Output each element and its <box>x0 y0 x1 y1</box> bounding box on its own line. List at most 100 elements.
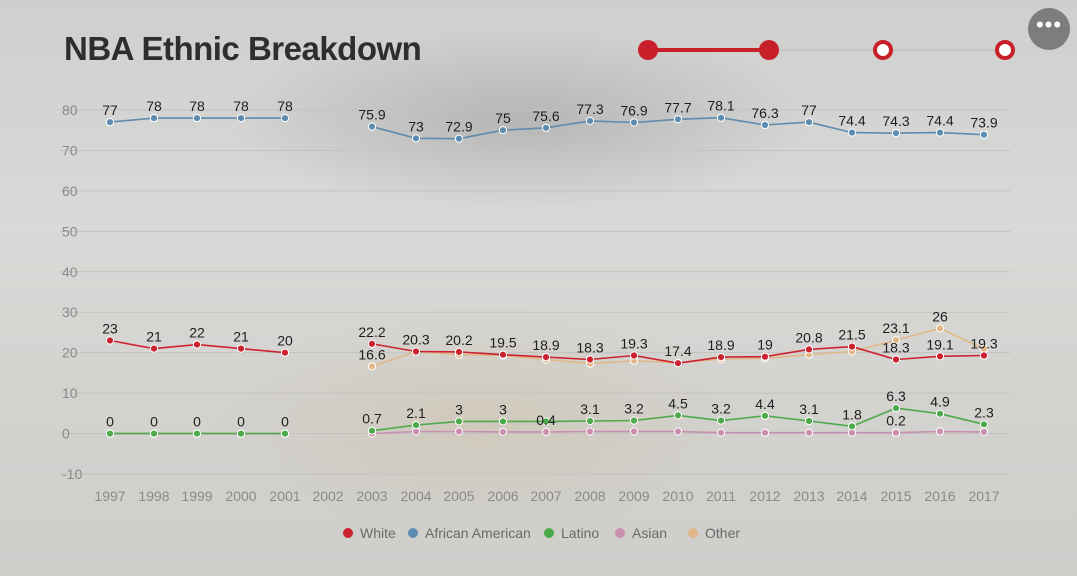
african-american-point[interactable] <box>236 114 246 123</box>
stepper-dot-4[interactable] <box>995 40 1015 60</box>
asian-point[interactable] <box>935 427 945 436</box>
more-options-button[interactable]: ••• <box>1028 8 1070 50</box>
legend-marker-latino[interactable] <box>544 528 554 538</box>
african-american-point[interactable] <box>541 123 551 132</box>
asian-point[interactable] <box>979 427 989 436</box>
latino-point[interactable] <box>585 416 595 426</box>
legend-marker-asian[interactable] <box>615 528 625 538</box>
latino-point[interactable] <box>411 421 421 430</box>
asian-point[interactable] <box>673 427 683 436</box>
asian-point[interactable] <box>454 427 464 436</box>
legend-label-african-american[interactable]: African American <box>425 525 531 541</box>
white-point[interactable] <box>935 352 945 361</box>
other-point[interactable] <box>891 336 901 345</box>
latino-point[interactable] <box>629 416 639 425</box>
white-point[interactable] <box>454 347 464 356</box>
latino-point[interactable] <box>367 426 377 435</box>
asian-point[interactable] <box>629 427 639 436</box>
white-point[interactable] <box>236 344 246 353</box>
asian-point[interactable] <box>585 427 595 436</box>
stepper-dot-2[interactable] <box>759 40 779 60</box>
latino-point[interactable] <box>673 411 683 420</box>
white-point[interactable] <box>760 352 770 361</box>
white-point[interactable] <box>411 347 421 356</box>
african-american-point[interactable] <box>192 114 202 123</box>
latino-point[interactable] <box>454 417 464 426</box>
african-american-point[interactable] <box>804 118 814 127</box>
african-american-point[interactable] <box>280 114 290 123</box>
african-american-point[interactable] <box>979 130 989 139</box>
legend-label-latino[interactable]: Latino <box>561 525 599 541</box>
african-american-point[interactable] <box>454 134 464 143</box>
other-point[interactable] <box>935 324 945 333</box>
white-data-label: 18.9 <box>532 337 559 353</box>
asian-point[interactable] <box>498 427 508 436</box>
latino-point[interactable] <box>935 409 945 418</box>
white-point[interactable] <box>847 342 857 351</box>
latino-point[interactable] <box>804 416 814 426</box>
other-point[interactable] <box>367 362 377 371</box>
white-point[interactable] <box>629 351 639 360</box>
white-point[interactable] <box>979 351 989 360</box>
african-american-point[interactable] <box>760 120 770 130</box>
latino-point[interactable] <box>236 429 246 438</box>
latino-point[interactable] <box>105 429 115 438</box>
latino-point[interactable] <box>760 411 770 420</box>
white-data-label: 21 <box>146 329 162 345</box>
latino-point[interactable] <box>716 416 726 425</box>
asian-point[interactable] <box>541 427 551 436</box>
white-point[interactable] <box>716 353 726 362</box>
white-point[interactable] <box>280 348 290 357</box>
white-point[interactable] <box>105 336 115 345</box>
african-american-point[interactable] <box>847 128 857 137</box>
african-american-point[interactable] <box>149 114 159 123</box>
x-tick-label: 2001 <box>269 488 300 504</box>
asian-point[interactable] <box>891 428 901 437</box>
african-american-point[interactable] <box>367 122 377 131</box>
y-tick-label: 0 <box>62 426 70 442</box>
white-point[interactable] <box>673 359 683 368</box>
legend-marker-other[interactable] <box>688 528 698 538</box>
x-tick-label: 2014 <box>836 488 867 504</box>
white-point[interactable] <box>541 353 551 362</box>
asian-point[interactable] <box>716 428 726 437</box>
african-american-point[interactable] <box>411 134 421 143</box>
white-point[interactable] <box>804 345 814 354</box>
african-american-point[interactable] <box>585 116 595 126</box>
latino-point[interactable] <box>891 404 901 413</box>
latino-data-label: 4.5 <box>668 395 688 411</box>
african-american-point[interactable] <box>935 128 945 137</box>
latino-point[interactable] <box>979 420 989 429</box>
white-point[interactable] <box>149 344 159 353</box>
legend-label-white[interactable]: White <box>360 525 396 541</box>
y-axis-ticks: 80 70 60 50 40 30 20 10 0 -10 <box>62 102 82 482</box>
stepper-dot-1[interactable] <box>638 40 658 60</box>
latino-point[interactable] <box>280 429 290 438</box>
asian-point[interactable] <box>804 428 814 437</box>
latino-point[interactable] <box>149 429 159 438</box>
latino-point[interactable] <box>847 422 857 431</box>
legend-label-other[interactable]: Other <box>705 525 740 541</box>
asian-point[interactable] <box>760 428 770 437</box>
white-point[interactable] <box>585 355 595 364</box>
white-data-label: 19.3 <box>620 336 647 352</box>
african-american-point[interactable] <box>673 115 683 124</box>
latino-point[interactable] <box>498 417 508 426</box>
african-american-data-label: 78 <box>189 98 205 114</box>
latino-point[interactable] <box>541 417 551 426</box>
white-point[interactable] <box>498 350 508 359</box>
african-american-point[interactable] <box>891 129 901 138</box>
legend-marker-white[interactable] <box>343 528 353 538</box>
latino-point[interactable] <box>192 429 202 438</box>
african-american-point[interactable] <box>498 126 508 135</box>
legend-label-asian[interactable]: Asian <box>632 525 667 541</box>
african-american-point[interactable] <box>105 118 115 127</box>
legend-marker-african-american[interactable] <box>408 528 418 538</box>
white-point[interactable] <box>367 339 377 348</box>
african-american-point[interactable] <box>716 113 726 122</box>
white-point[interactable] <box>891 355 901 364</box>
stepper-dot-3[interactable] <box>873 40 893 60</box>
african-american-point[interactable] <box>629 118 639 127</box>
white-data-label: 18.9 <box>707 337 734 353</box>
white-point[interactable] <box>192 340 202 349</box>
